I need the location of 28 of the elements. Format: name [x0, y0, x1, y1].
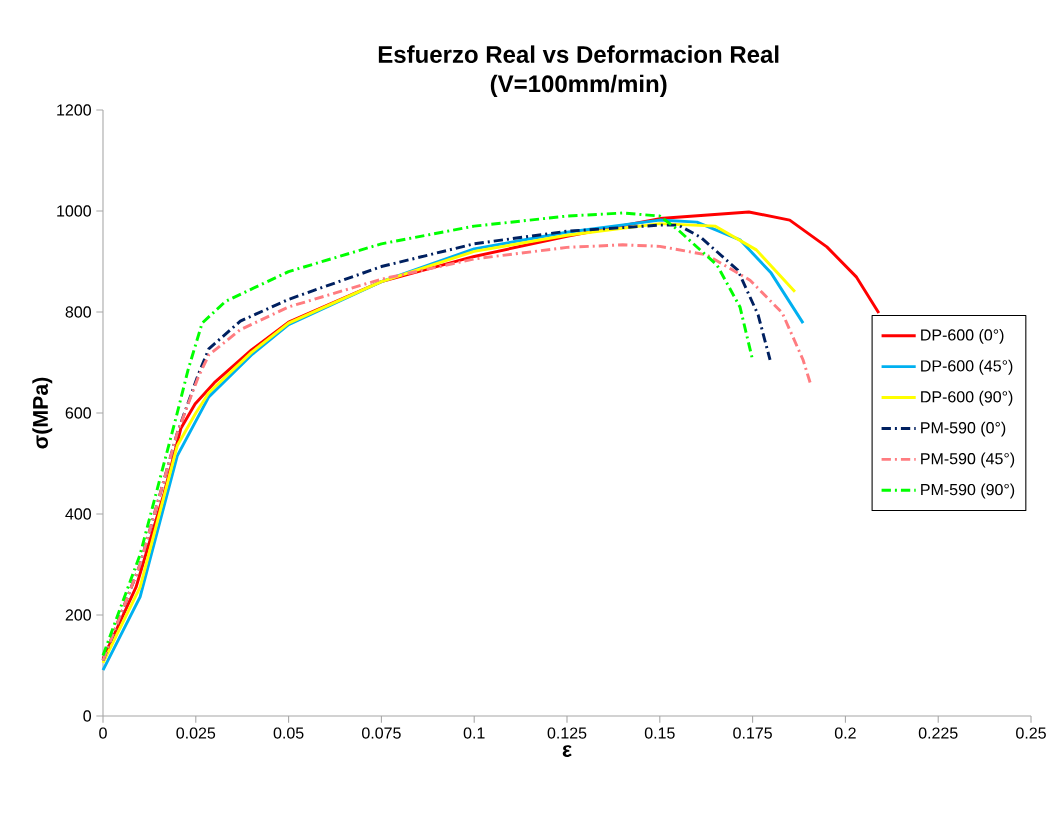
legend-label: DP-600 (45°): [921, 359, 1013, 375]
x-tick-label: 0.075: [362, 727, 401, 739]
x-tick-label: 0.15: [644, 727, 675, 739]
x-tick-label: 0.25: [1016, 727, 1046, 739]
x-tick-label: 0.125: [547, 727, 587, 739]
x-tick-label: 0.175: [733, 727, 772, 739]
x-tick-label: 0.1: [463, 727, 485, 739]
x-tick-label: 0.025: [176, 727, 216, 739]
legend-label: DP-600 (90°): [921, 390, 1013, 406]
legend-label: PM-590 (45°): [921, 452, 1015, 468]
y-tick-label: 1200: [57, 104, 91, 116]
x-axis-title: ε: [562, 745, 572, 757]
y-tick-label: 600: [65, 407, 91, 419]
legend-label: PM-590 (0°): [921, 421, 1006, 437]
y-tick-label: 0: [83, 710, 92, 722]
y-tick-label: 800: [65, 306, 91, 318]
y-tick-label: 1000: [57, 205, 91, 217]
chart-title: Esfuerzo Real vs Deformacion Real: [378, 45, 779, 63]
y-axis-title: σ(MPa): [32, 377, 53, 449]
x-tick-label: 0: [99, 727, 107, 739]
x-tick-label: 0.05: [273, 727, 304, 739]
legend-label: PM-590 (90°): [921, 483, 1015, 499]
chart-subtitle: (V=100mm/min): [490, 74, 667, 98]
x-tick-label: 0.225: [918, 727, 958, 739]
y-tick-label: 400: [65, 508, 91, 520]
x-tick-label: 0.2: [834, 727, 856, 739]
y-tick-label: 200: [65, 609, 91, 621]
legend-label: DP-600 (0°): [921, 328, 1004, 344]
